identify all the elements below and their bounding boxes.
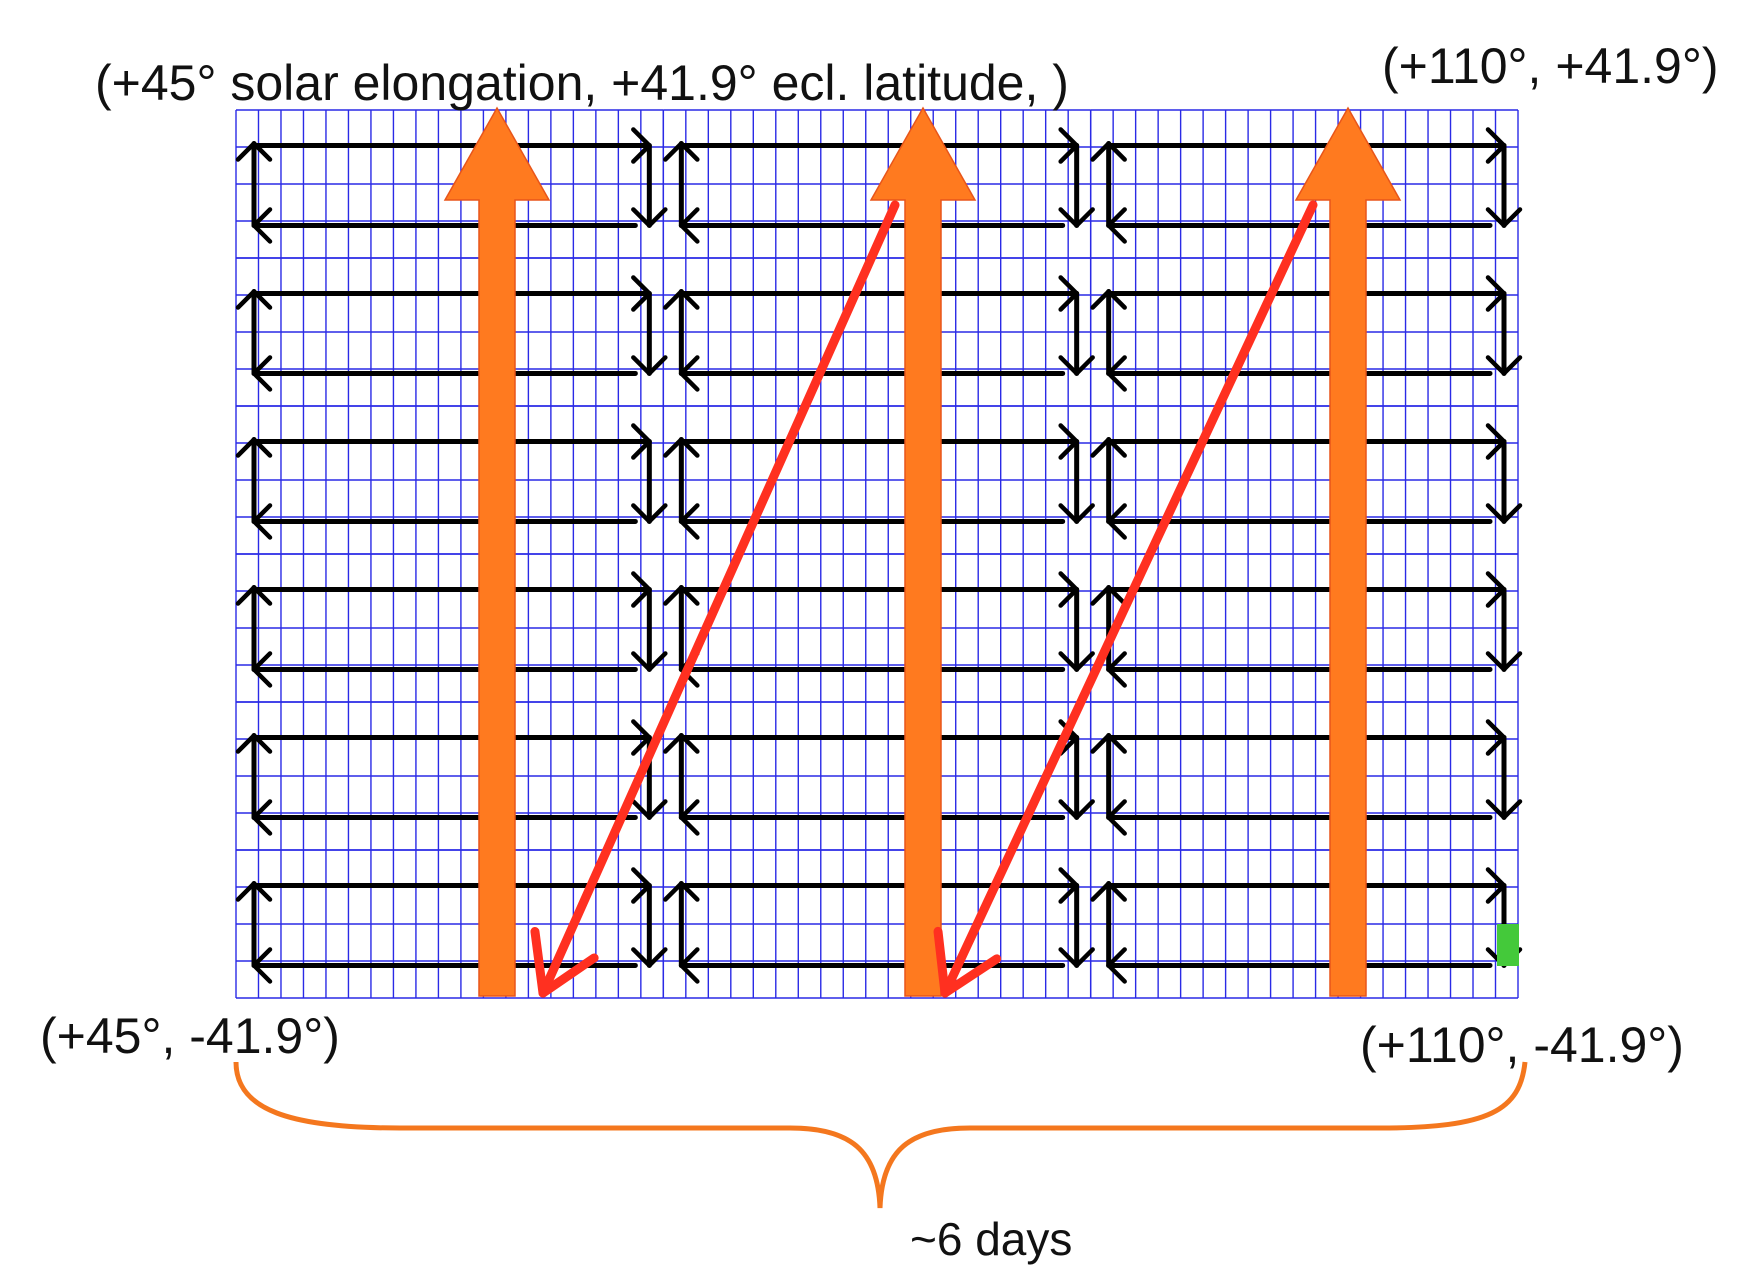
scan-arrow-loop xyxy=(663,423,1095,540)
orange-arrows xyxy=(443,106,1402,997)
scan-arrow-loop xyxy=(663,867,1095,984)
scan-arrow-loop xyxy=(663,127,1095,244)
red-diagonal-arrow xyxy=(933,200,1318,998)
duration-brace xyxy=(233,1061,1528,1209)
scan-arrow-loop xyxy=(663,571,1095,688)
scan-arrow-loop xyxy=(1090,275,1523,392)
bottom-left-label: (+45°, -41.9°) xyxy=(40,1008,340,1064)
grid-block xyxy=(1089,405,1519,555)
grid-block xyxy=(1089,701,1519,851)
grid-block xyxy=(1089,849,1519,999)
scan-end-marker xyxy=(1497,924,1519,966)
scan-arrow-loop xyxy=(235,423,668,540)
grid-block xyxy=(1089,257,1519,407)
scan-arrow-loop xyxy=(1090,867,1523,984)
orange-upward-arrow xyxy=(1294,106,1402,997)
top-right-label: (+110°, +41.9°) xyxy=(1382,38,1719,94)
scan-arrow-loop xyxy=(663,719,1095,836)
bottom-right-label: (+110°, -41.9°) xyxy=(1360,1017,1684,1073)
orange-upward-arrow xyxy=(869,106,977,997)
scan-arrow-loop xyxy=(235,275,668,392)
grid-block xyxy=(235,109,665,259)
grid-block xyxy=(662,849,1092,999)
grid-block xyxy=(1089,553,1519,703)
red-diagonal-arrow xyxy=(530,200,900,998)
scan-arrow-loop xyxy=(235,571,668,688)
scan-arrow-loop xyxy=(235,719,668,836)
grid-block xyxy=(235,405,665,555)
scan-arrow-loop xyxy=(235,867,668,984)
grid-block xyxy=(235,701,665,851)
scan-pattern xyxy=(235,127,1523,984)
grid-block xyxy=(662,405,1092,555)
scan-arrow-loop xyxy=(663,275,1095,392)
duration-label: ~6 days xyxy=(910,1213,1072,1265)
grid-block xyxy=(235,553,665,703)
orange-upward-arrow xyxy=(443,106,551,997)
scan-arrow-loop xyxy=(1090,719,1523,836)
scan-arrow-loop xyxy=(235,127,668,244)
scan-arrow-loop xyxy=(1090,423,1523,540)
red-arrows xyxy=(530,200,1318,998)
top-left-label: (+45° solar elongation, +41.9° ecl. lati… xyxy=(95,55,1069,111)
grid-block xyxy=(662,257,1092,407)
scan-arrow-loop xyxy=(1090,571,1523,688)
grid-block xyxy=(235,257,665,407)
